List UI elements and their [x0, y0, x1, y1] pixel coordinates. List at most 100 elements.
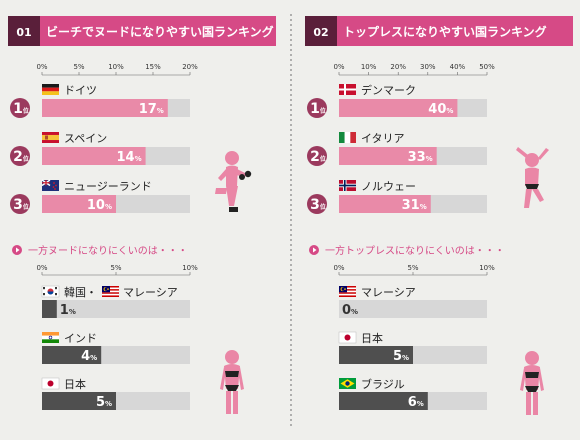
value-unit: % [351, 308, 358, 316]
value-unit: % [157, 107, 164, 115]
rank-suffix: 位 [320, 155, 326, 163]
x-tick-label: 0% [36, 63, 47, 71]
bar [339, 392, 428, 410]
country-label-2: マレーシア [123, 286, 178, 299]
bar [42, 346, 102, 364]
ranking-panel-02: 02 トップレスになりやすい国ランキング 0% 10% 20% 30% 40% 50% デンマー… [305, 16, 573, 214]
x-tick-label: 10% [361, 63, 377, 71]
bar [339, 195, 431, 213]
x-tick-label: 0% [333, 63, 344, 71]
value-unit: % [69, 308, 76, 316]
panel-title: ビーチでヌードになりやすい国ランキング [46, 24, 274, 39]
least-heading: 一方トップレスになりにくいのは・・・ [325, 244, 505, 257]
least-row: 日本5% [41, 377, 190, 410]
country-label: スペイン [64, 132, 107, 145]
country-label: 日本 [64, 377, 86, 391]
bar [42, 99, 168, 117]
play-icon-triangle [16, 247, 20, 253]
axis-ticks: 0% 10% 20% 30% 40% 50% [333, 63, 495, 76]
country-label: マレーシア [361, 286, 416, 299]
x-tick-label: 30% [420, 63, 436, 71]
bar [339, 147, 437, 165]
x-tick-label: 20% [390, 63, 406, 71]
bar [339, 346, 413, 364]
nude-figure-illustration [215, 151, 252, 212]
country-label: イタリア [361, 132, 405, 145]
x-tick-label: 20% [182, 63, 198, 71]
panel-header-band [305, 16, 573, 46]
italy-flag-icon [339, 132, 356, 143]
germany-flag-icon [42, 84, 59, 95]
rank-suffix: 位 [23, 203, 29, 211]
value-unit: % [105, 203, 112, 211]
axis-ticks: 0% 5% 10% [333, 264, 495, 276]
japan-flag-icon [338, 331, 357, 344]
panel-number-tag [8, 16, 40, 46]
brazil-flag-icon [339, 378, 356, 389]
rank-suffix: 位 [320, 203, 326, 211]
country-label: ニュージーランド [64, 180, 152, 193]
rank-badge [10, 146, 30, 166]
least-row: 日本5% [338, 331, 487, 364]
bar [42, 195, 116, 213]
panel-number: 01 [16, 26, 31, 39]
value-unit: % [417, 400, 424, 408]
panel-title: トップレスになりやすい国ランキング [343, 24, 547, 39]
value-unit: % [90, 354, 97, 362]
rank-badge [307, 194, 327, 214]
ranking-panel-01: 01 ビーチでヌードになりやすい国ランキング 0% 5% 10% 15% 20% ドイツ17%… [8, 16, 276, 214]
x-tick-label: 5% [73, 63, 84, 71]
norway-flag-icon [339, 180, 356, 191]
bar [339, 99, 458, 117]
play-icon-triangle [313, 247, 317, 253]
country-label: 日本 [361, 331, 383, 345]
bikini-figure-illustration-1 [220, 350, 244, 414]
x-tick-label: 0% [36, 264, 47, 272]
malaysia-flag-icon [339, 286, 356, 297]
country-label: デンマーク [361, 83, 416, 97]
rank-badge [307, 98, 327, 118]
value-unit: % [426, 155, 433, 163]
x-tick-label: 5% [407, 264, 418, 272]
value-unit: % [135, 155, 142, 163]
x-tick-label: 0% [333, 264, 344, 272]
bar-track [42, 300, 190, 318]
x-tick-label: 50% [479, 63, 495, 71]
bikini-figure-illustration-2 [520, 351, 544, 415]
spain-flag-icon [42, 132, 59, 143]
least-heading: 一方ヌードになりにくいのは・・・ [28, 244, 188, 257]
x-tick-label: 10% [182, 264, 198, 272]
rank-badge [307, 146, 327, 166]
malaysia-flag-icon [102, 286, 119, 297]
value-unit: % [420, 203, 427, 211]
country-label: 韓国・ [64, 286, 97, 299]
x-tick-label: 5% [110, 264, 121, 272]
rank-suffix: 位 [23, 155, 29, 163]
country-label: ブラジル [361, 377, 405, 391]
x-tick-label: 10% [479, 264, 495, 272]
korea-flag-icon [41, 285, 60, 298]
x-tick-label: 15% [145, 63, 161, 71]
x-tick-label: 40% [450, 63, 466, 71]
value-unit: % [105, 400, 112, 408]
japan-flag-icon [41, 377, 60, 390]
new-zealand-flag-icon [41, 179, 59, 191]
bar [42, 392, 116, 410]
value-unit: % [402, 354, 409, 362]
india-flag-icon [42, 332, 59, 343]
axis-ticks: 0% 5% 10% [36, 264, 198, 276]
rank-suffix: 位 [320, 107, 326, 115]
country-label: ドイツ [64, 84, 97, 97]
